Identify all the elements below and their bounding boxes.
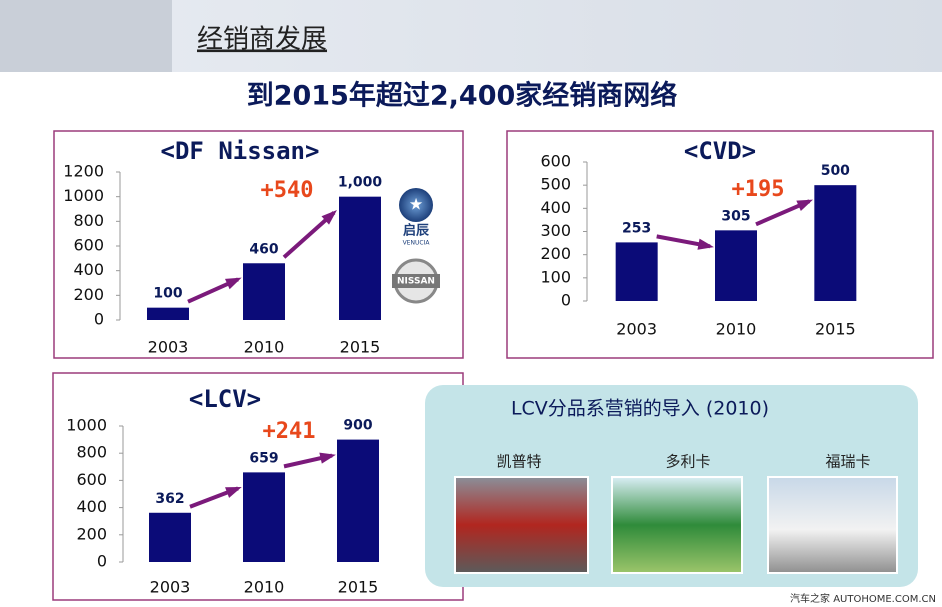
- chart-title: <DF Nissan>: [161, 137, 320, 165]
- section-title: 经销商发展: [197, 25, 327, 55]
- chart-title: <CVD>: [684, 137, 756, 165]
- chart-title: <LCV>: [189, 385, 261, 413]
- y-tick-label: 800: [76, 443, 107, 462]
- product-image: [454, 476, 589, 574]
- bar: [339, 196, 381, 320]
- y-tick-label: 400: [73, 260, 104, 279]
- bar: [243, 263, 285, 320]
- value-label: 305: [721, 208, 750, 224]
- watermark: 汽车之家 AUTOHOME.COM.CN: [790, 592, 936, 605]
- logo-text: VENUCIA: [403, 240, 431, 247]
- y-tick-label: 600: [540, 152, 571, 171]
- y-tick-label: 600: [76, 470, 107, 489]
- bar: [147, 307, 189, 320]
- value-label: 253: [622, 220, 651, 236]
- panel-frame: [506, 130, 934, 359]
- logo-badge: [399, 188, 433, 222]
- y-tick-label: 0: [94, 310, 104, 329]
- bar: [615, 242, 658, 301]
- product-image: [767, 476, 898, 574]
- x-tick-label: 2015: [815, 320, 856, 339]
- y-tick-label: 1000: [63, 186, 104, 205]
- trend-arrowhead: [319, 452, 336, 464]
- growth-annotation: +540: [261, 178, 314, 203]
- y-tick-label: 100: [540, 267, 571, 286]
- logo-text: NISSAN: [397, 277, 435, 287]
- bar: [715, 230, 757, 301]
- x-tick-label: 2010: [244, 338, 285, 357]
- y-tick-label: 400: [540, 198, 571, 217]
- trend-arrowhead: [796, 199, 814, 212]
- growth-annotation: +241: [263, 419, 316, 444]
- value-label: 460: [249, 241, 278, 257]
- bar: [243, 472, 285, 562]
- x-tick-label: 2003: [616, 320, 657, 339]
- y-tick-label: 300: [540, 221, 571, 240]
- bar: [149, 512, 191, 562]
- lcv-panel-title: LCV分品系营销的导入 (2010): [511, 398, 769, 420]
- product-name: 福瑞卡: [825, 453, 870, 471]
- y-tick-label: 0: [561, 291, 571, 310]
- x-tick-label: 2003: [148, 338, 189, 357]
- y-tick-label: 400: [76, 497, 107, 516]
- x-tick-label: 2010: [244, 578, 285, 597]
- value-label: 500: [821, 163, 850, 179]
- bar: [814, 185, 857, 301]
- product-name: 凯普特: [496, 453, 541, 471]
- panel-frame: [53, 130, 464, 359]
- trend-arrowhead: [321, 210, 337, 225]
- bar: [337, 439, 379, 562]
- logo-text: 启辰: [403, 223, 430, 239]
- y-tick-label: 0: [97, 552, 107, 571]
- y-tick-label: 1000: [66, 416, 107, 435]
- growth-annotation: +195: [732, 177, 785, 202]
- y-tick-label: 200: [540, 244, 571, 263]
- value-label: 900: [343, 418, 372, 434]
- product-image: [611, 476, 743, 574]
- y-tick-label: 800: [73, 211, 104, 230]
- headline: 到2015年超过2,400家经销商网络: [247, 80, 678, 112]
- logo-star: ★: [409, 195, 423, 214]
- y-tick-label: 600: [73, 236, 104, 255]
- value-label: 659: [249, 450, 278, 466]
- trend-arrowhead: [697, 238, 714, 250]
- x-tick-label: 2015: [338, 578, 379, 597]
- venucia-logo: ★ 启辰 VENUCIA: [399, 188, 433, 247]
- logo-bar: [392, 274, 440, 288]
- y-tick-label: 200: [76, 524, 107, 543]
- y-tick-label: 1200: [63, 162, 104, 181]
- value-label: 362: [155, 491, 184, 507]
- product-name: 多利卡: [665, 453, 710, 471]
- trend-arrowhead: [225, 486, 242, 498]
- x-tick-label: 2015: [340, 338, 381, 357]
- value-label: 100: [153, 286, 182, 302]
- trend-arrowhead: [225, 277, 242, 290]
- y-tick-label: 200: [73, 285, 104, 304]
- nissan-logo: NISSAN: [392, 258, 440, 304]
- x-tick-label: 2003: [150, 578, 191, 597]
- header-corner: [0, 0, 172, 72]
- y-tick-label: 500: [540, 175, 571, 194]
- value-label: 1,000: [338, 175, 383, 191]
- x-tick-label: 2010: [716, 320, 757, 339]
